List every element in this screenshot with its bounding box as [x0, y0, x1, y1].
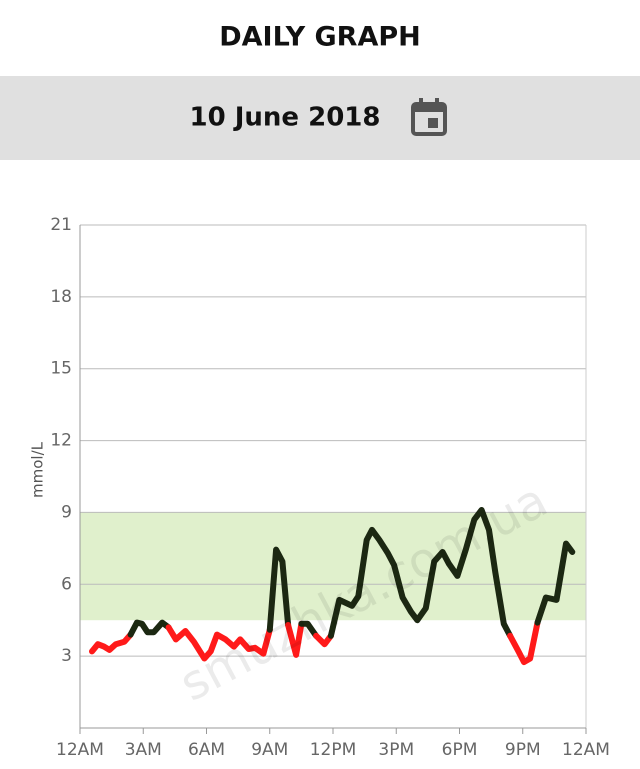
y-tick-label: 6 — [61, 574, 72, 594]
x-tick-label: 9AM — [251, 740, 288, 760]
glucose-line — [285, 620, 305, 658]
page-title: DAILY GRAPH — [219, 22, 421, 53]
glucose-line — [266, 546, 292, 633]
y-tick-label: 12 — [50, 431, 72, 451]
y-axis-label: mmol/L — [29, 441, 47, 498]
y-tick-label: 18 — [50, 287, 72, 307]
glucose-line — [165, 624, 273, 662]
y-tick-label: 21 — [50, 215, 72, 235]
glucose-line — [298, 620, 320, 639]
y-tick-label: 15 — [50, 359, 72, 379]
x-tick-label: 12AM — [562, 740, 610, 760]
date-label[interactable]: 10 June 2018 — [190, 103, 381, 133]
x-tick-label: 3AM — [125, 740, 162, 760]
x-tick-label: 12PM — [310, 740, 357, 760]
y-tick-label: 9 — [61, 502, 72, 522]
glucose-line — [127, 619, 172, 638]
x-tick-label: 9PM — [505, 740, 541, 760]
glucose-line — [507, 619, 541, 666]
x-tick-label: 12AM — [56, 740, 104, 760]
glucose-line — [313, 632, 334, 648]
y-tick-label: 3 — [61, 646, 72, 666]
calendar-icon[interactable] — [411, 98, 447, 136]
x-tick-label: 6AM — [188, 740, 225, 760]
x-tick-label: 6PM — [442, 740, 478, 760]
x-tick-label: 3PM — [378, 740, 414, 760]
glucose-line — [89, 631, 134, 655]
glucose-line — [534, 540, 576, 626]
date-bar — [0, 76, 640, 160]
glucose-line — [327, 507, 514, 639]
